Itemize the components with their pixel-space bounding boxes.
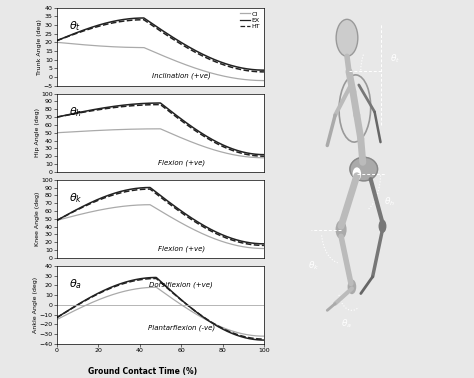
Text: $\theta_{h}$: $\theta_{h}$ xyxy=(69,105,82,119)
Text: Inclination (+ve): Inclination (+ve) xyxy=(152,73,210,79)
Circle shape xyxy=(379,220,386,233)
Y-axis label: Hip Angle (deg): Hip Angle (deg) xyxy=(35,108,40,157)
Text: Dorsiflexion (+ve): Dorsiflexion (+ve) xyxy=(149,282,213,288)
Ellipse shape xyxy=(350,157,378,181)
Text: $\theta_{a}$: $\theta_{a}$ xyxy=(69,277,82,291)
Circle shape xyxy=(353,168,360,180)
Text: $\theta_{k}$: $\theta_{k}$ xyxy=(69,191,83,205)
Text: $\theta_a$: $\theta_a$ xyxy=(341,317,352,330)
Y-axis label: Knee Angle (deg): Knee Angle (deg) xyxy=(35,192,40,246)
Y-axis label: Trunk Angle (deg): Trunk Angle (deg) xyxy=(37,19,42,74)
Circle shape xyxy=(336,220,346,239)
Circle shape xyxy=(336,19,358,56)
Y-axis label: Ankle Angle (deg): Ankle Angle (deg) xyxy=(33,277,38,333)
Text: $\theta_h$: $\theta_h$ xyxy=(384,196,396,208)
Text: $\theta_{t}$: $\theta_{t}$ xyxy=(69,19,82,33)
Text: Ground Contact Time (%): Ground Contact Time (%) xyxy=(88,367,197,376)
Text: Flexion (+ve): Flexion (+ve) xyxy=(157,159,205,166)
Text: $\theta_k$: $\theta_k$ xyxy=(308,260,319,273)
Circle shape xyxy=(347,279,356,294)
Text: $\theta_t$: $\theta_t$ xyxy=(391,52,401,65)
Text: Flexion (+ve): Flexion (+ve) xyxy=(157,245,205,252)
Text: Plantarflexion (-ve): Plantarflexion (-ve) xyxy=(147,325,215,332)
Legend: CI, EX, HT: CI, EX, HT xyxy=(240,11,261,30)
